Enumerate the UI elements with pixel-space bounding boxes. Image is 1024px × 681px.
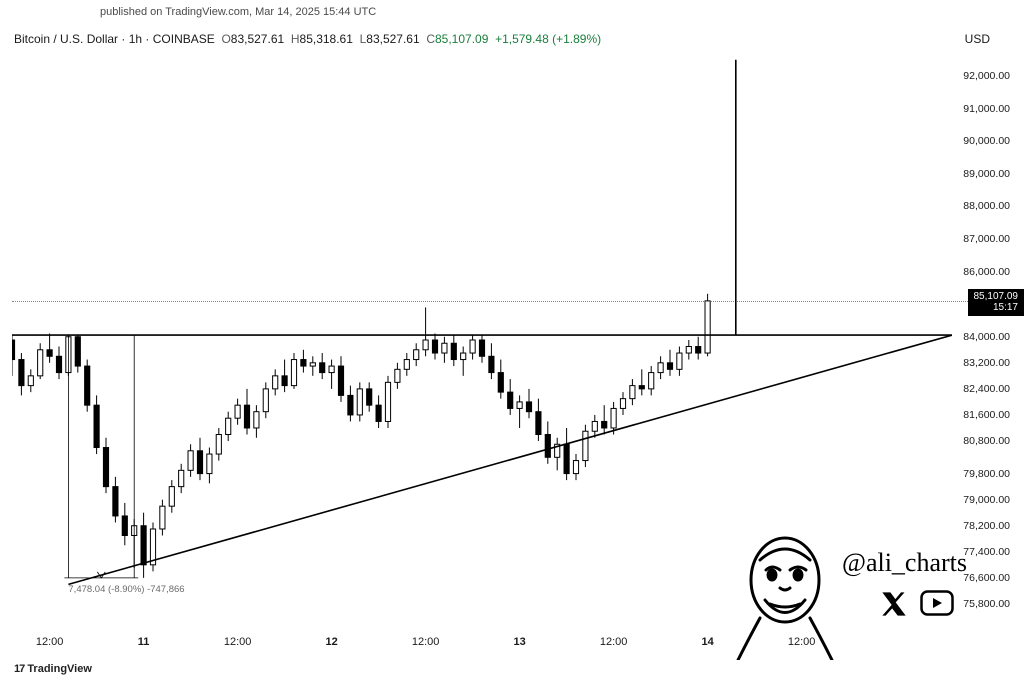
c-label: C xyxy=(426,32,435,46)
y-tick-label: 86,000.00 xyxy=(963,266,1010,278)
y-tick-label: 89,000.00 xyxy=(963,168,1010,180)
x-tick-label: 11 xyxy=(138,636,150,648)
x-tick-label: 14 xyxy=(701,636,713,648)
o-val: 83,527.61 xyxy=(231,32,284,46)
tv-logo-icon: 17 xyxy=(14,663,24,675)
h-label: H xyxy=(291,32,300,46)
change-pct: (+1.89%) xyxy=(552,32,601,46)
x-tick-label: 12:00 xyxy=(600,636,628,648)
y-tick-label: 77,400.00 xyxy=(963,546,1010,558)
measure-annotation: 7,478.04 (-8.90%) -747,866 xyxy=(68,584,184,595)
y-tick-label: 79,800.00 xyxy=(963,468,1010,480)
y-axis: 92,000.00 91,000.00 90,000.00 89,000.00 88,0… xyxy=(954,50,1014,630)
h-val: 85,318.61 xyxy=(300,32,353,46)
x-tick-label: 13 xyxy=(513,636,525,648)
x-icon xyxy=(880,590,908,623)
y-tick-label: 80,800.00 xyxy=(963,435,1010,447)
y-tick-label: 92,000.00 xyxy=(963,70,1010,82)
price-tag-price: 85,107.09 xyxy=(974,291,1019,302)
interval: 1h xyxy=(129,32,142,46)
tradingview-logo: 17 TradingView xyxy=(14,663,92,675)
y-tick-label: 90,000.00 xyxy=(963,135,1010,147)
chart-header: Bitcoin / U.S. Dollar · 1h · COINBASE O8… xyxy=(14,32,601,46)
y-tick-label: 79,000.00 xyxy=(963,494,1010,506)
y-tick-label: 81,600.00 xyxy=(963,409,1010,421)
y-tick-label: 78,200.00 xyxy=(963,520,1010,532)
l-val: 83,527.61 xyxy=(366,32,419,46)
exchange: COINBASE xyxy=(153,32,215,46)
y-tick-label: 83,200.00 xyxy=(963,357,1010,369)
x-tick-label: 12:00 xyxy=(224,636,252,648)
y-tick-label: 75,800.00 xyxy=(963,598,1010,610)
x-tick-label: 12 xyxy=(325,636,337,648)
author-avatar xyxy=(730,530,840,665)
x-tick-label: 12:00 xyxy=(36,636,64,648)
y-tick-label: 88,000.00 xyxy=(963,200,1010,212)
y-tick-label: 87,000.00 xyxy=(963,233,1010,245)
y-tick-label: 91,000.00 xyxy=(963,103,1010,115)
currency-label: USD xyxy=(965,32,990,46)
chart-root: published on TradingView.com, Mar 14, 20… xyxy=(0,0,1024,681)
y-tick-label: 82,400.00 xyxy=(963,383,1010,395)
o-label: O xyxy=(221,32,230,46)
publish-line: published on TradingView.com, Mar 14, 20… xyxy=(100,6,376,18)
c-val: 85,107.09 xyxy=(435,32,488,46)
y-tick-label: 76,600.00 xyxy=(963,572,1010,584)
change-val: +1,579.48 xyxy=(495,32,549,46)
tv-logo-text: TradingView xyxy=(27,663,92,675)
x-tick-label: 12:00 xyxy=(412,636,440,648)
author-handle: @ali_charts xyxy=(842,548,967,578)
youtube-icon xyxy=(920,590,954,621)
price-tag-countdown: 15:17 xyxy=(974,302,1019,313)
y-tick-label: 84,000.00 xyxy=(963,331,1010,343)
pair-name: Bitcoin / U.S. Dollar xyxy=(14,32,118,46)
current-price-tag: 85,107.09 15:17 xyxy=(968,289,1024,316)
